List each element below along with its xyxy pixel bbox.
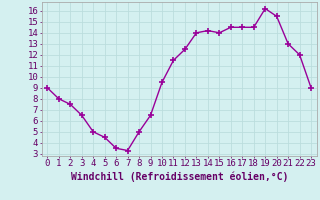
X-axis label: Windchill (Refroidissement éolien,°C): Windchill (Refroidissement éolien,°C): [70, 171, 288, 182]
